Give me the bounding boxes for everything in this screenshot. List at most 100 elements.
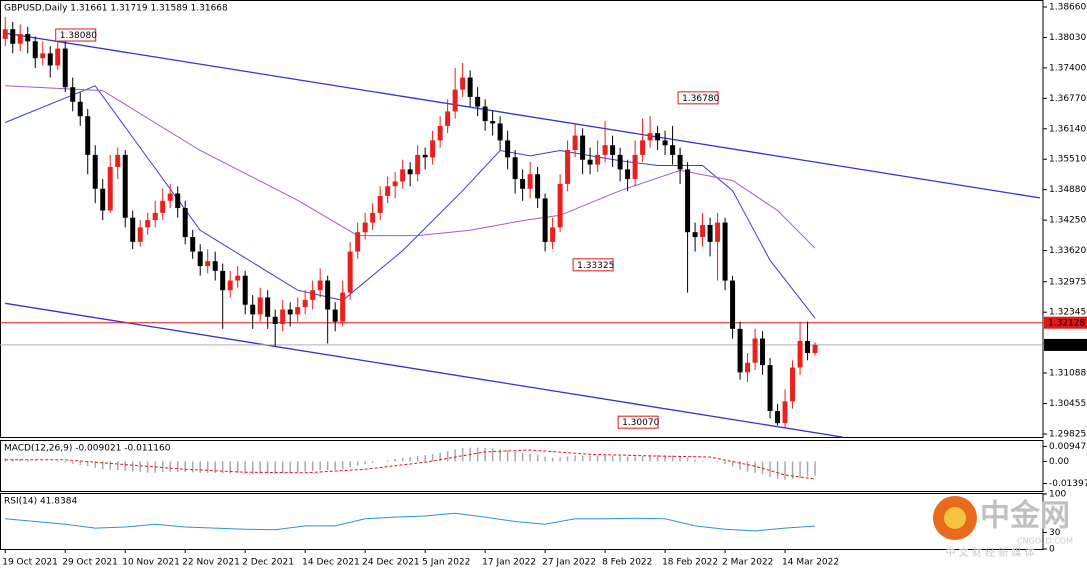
annotation-box [55,28,97,42]
candle-body [77,101,83,117]
candle-body [190,237,196,252]
candle-body [407,169,413,175]
candle-body [115,154,121,167]
candle-body [325,280,331,310]
candle-body [760,338,766,366]
candle-body [520,179,526,189]
annotation-label: 1.33325 [577,261,614,271]
y-tick-label: -0.01397 [1049,479,1087,489]
y-tick-label: 30 [1049,528,1061,538]
candle-body [55,48,61,66]
candle-body [370,212,376,223]
candle-body [640,140,646,155]
candle-body [647,133,653,141]
x-tick-label: 14 Dec 2021 [302,558,360,568]
macd-pane [0,440,1044,492]
candle-body [677,154,683,170]
candle-body [257,297,263,315]
candle-body [745,362,751,373]
y-tick-label: 1.38030 [1049,33,1086,43]
price-box-label: 1.31668 [1048,341,1085,351]
candle-body [775,411,781,424]
logo-slogan: 中 文 财 经 新 媒 体 [945,546,1034,559]
candle-body [152,212,158,221]
y-tick-label: 100 [1049,490,1066,500]
candle-body [377,195,383,213]
x-tick-label: 14 Mar 2022 [782,558,839,568]
candle-body [92,154,98,189]
candle-body [280,309,286,325]
logo-site: CNGOLD.COM [1017,537,1073,546]
candle-body [587,159,593,165]
x-tick-label: 18 Feb 2022 [662,558,718,568]
candle-body [310,290,316,300]
candle-body [235,275,241,281]
trendline [5,32,1041,199]
annotation-box [677,91,719,105]
annotation-label: 1.36780 [682,94,719,104]
candle-body [505,140,511,158]
candle-body [535,174,541,199]
y-tick-label: 0.00 [1049,457,1069,467]
candle-body [490,121,496,124]
candle-body [542,198,548,242]
candle-body [550,227,556,242]
y-tick-label: 1.29825 [1049,430,1086,440]
candle-body [175,193,181,209]
candle-body [242,275,248,305]
candle-body [715,222,721,242]
y-tick-label: 1.34880 [1049,185,1086,195]
candle-body [145,220,151,228]
y-tick-label: 0.009472 [1049,442,1087,452]
candle-body [160,200,166,213]
candle-body [130,217,136,242]
candle-body [32,41,38,59]
candle-body [85,116,91,155]
candle-body [250,304,256,315]
candle-body [632,154,638,180]
x-tick-label: 10 Nov 2021 [122,558,180,568]
candle-body [430,140,436,158]
y-tick-label: 1.31088 [1049,368,1086,378]
rsi-line [5,512,816,532]
annotation-box [617,415,659,429]
y-tick-label: 1.30455 [1049,399,1086,409]
candle-body [722,222,728,281]
candle-body [47,53,53,66]
candle-body [167,193,173,201]
trendline [5,302,843,438]
candle-body [730,280,736,329]
candle-body [805,340,811,354]
candle-body [790,367,796,402]
candle-body [107,166,113,211]
y-tick-label: 1.34250 [1049,216,1086,226]
candle-body [767,365,773,412]
candle-body [10,29,16,44]
candle-body [355,232,361,252]
candle-body [302,299,308,308]
candle-body [797,340,803,368]
price-box-label: 1.32128 [1048,319,1085,329]
candle-body [437,125,443,141]
candle-body [572,135,578,151]
candle-body [272,316,278,325]
candle-body [70,87,76,102]
x-tick-label: 24 Dec 2021 [362,558,420,568]
candle-body [220,270,226,291]
candle-body [625,169,631,180]
pane-title: MACD(12,26,9) -0.009021 -0.011160 [4,444,171,454]
candle-body [400,169,406,182]
candle-body [512,157,518,180]
candle-body [685,169,691,233]
x-tick-label: 17 Jan 2022 [482,558,536,568]
candle-body [707,224,713,242]
candle-body [700,224,706,238]
candle-body [40,53,46,59]
candle-body [347,251,353,293]
candle-body [205,261,211,267]
candle-body [100,188,106,211]
candle-body [610,145,616,155]
candle-body [670,145,676,155]
